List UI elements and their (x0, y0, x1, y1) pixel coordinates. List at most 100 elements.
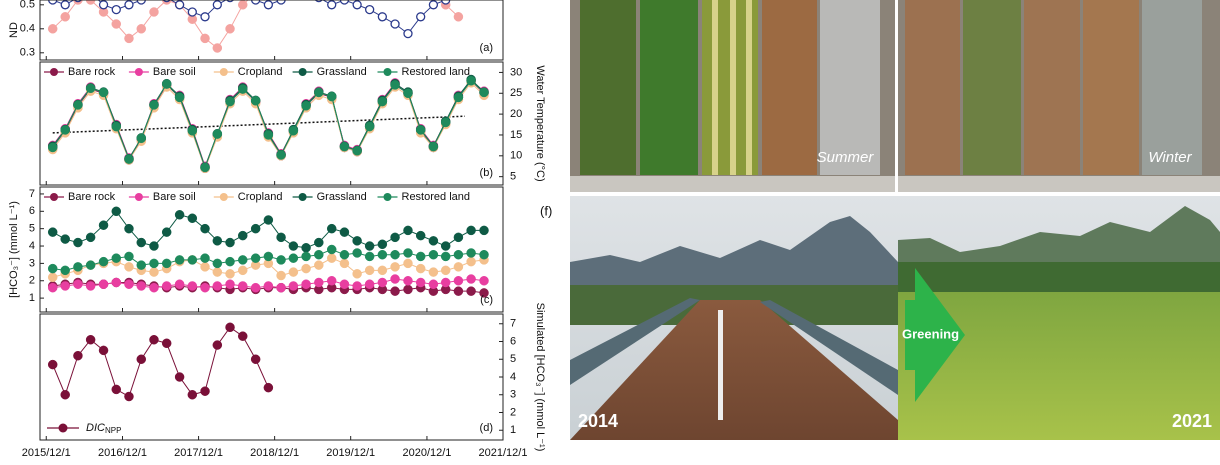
data-point (364, 251, 375, 262)
data-point (377, 96, 388, 107)
data-point (60, 12, 70, 22)
data-point (187, 389, 198, 400)
plot-frame (39, 0, 504, 61)
data-point (225, 269, 235, 279)
data-point (364, 121, 375, 132)
legend-subscript: NPP (105, 426, 121, 435)
plot-area (47, 206, 489, 298)
panel-label: (b) (480, 167, 493, 179)
y-tick-label: 6 (510, 335, 516, 347)
y-axis-label: [HCO₃⁻] (mmol L⁻¹) (8, 201, 20, 298)
data-point (200, 33, 210, 44)
x-tick-label: 2016/12/1 (98, 447, 147, 459)
data-point (466, 248, 476, 258)
data-point (174, 279, 185, 289)
data-point (237, 230, 248, 241)
data-point (288, 253, 299, 263)
data-point (187, 255, 198, 265)
data-point (187, 281, 198, 291)
photo-summer: Summer (570, 0, 895, 192)
data-point (149, 258, 159, 269)
greening-arrow: Greening (902, 268, 965, 402)
photo-winter: Winter (898, 0, 1220, 192)
data-point (136, 354, 147, 365)
data-point (251, 0, 261, 5)
data-point (390, 249, 400, 260)
data-point (161, 338, 172, 349)
y-tick-label: 25 (510, 87, 522, 99)
data-point (428, 279, 439, 289)
data-point (111, 277, 122, 288)
legend-marker (134, 193, 143, 201)
data-point (48, 0, 58, 5)
data-point (225, 24, 235, 34)
data-point (174, 255, 185, 265)
data-point (453, 286, 464, 296)
data-point (441, 0, 451, 5)
data-point (161, 281, 172, 291)
data-point (60, 125, 70, 135)
data-point (390, 286, 400, 296)
y-axis-label: Water Temperature (°C) (534, 65, 546, 181)
data-point (85, 281, 96, 291)
data-point (225, 237, 235, 248)
y-tick-label: 3 (29, 257, 35, 269)
data-point (314, 237, 324, 248)
data-point (288, 126, 299, 136)
data-point (136, 24, 147, 34)
data-point (250, 282, 261, 293)
legend-label: Cropland (238, 66, 283, 78)
data-point (212, 129, 223, 139)
data-point (47, 282, 58, 293)
data-point (124, 391, 134, 402)
data-point (124, 262, 134, 272)
y-axis-label: ND (8, 22, 20, 38)
data-point (111, 4, 121, 15)
data-point (111, 121, 122, 132)
year-label: 2021 (1172, 411, 1212, 431)
data-point (428, 249, 439, 260)
y-tick-label: 15 (510, 129, 522, 141)
data-point (174, 0, 185, 10)
data-point (111, 206, 122, 217)
legend-marker (383, 193, 392, 201)
data-point (301, 251, 311, 262)
data-point (187, 213, 198, 223)
legend-label: Grassland (317, 66, 367, 78)
legend-label: Bare soil (153, 191, 196, 203)
data-point (276, 255, 286, 265)
data-point (73, 100, 83, 110)
data-point (339, 279, 350, 289)
data-point (47, 24, 58, 34)
data-point (440, 251, 451, 262)
data-point (339, 258, 350, 269)
data-point (364, 4, 375, 15)
data-point (60, 389, 70, 400)
data-point (124, 223, 134, 234)
data-point (237, 255, 248, 265)
data-point (428, 0, 439, 10)
data-point (149, 334, 159, 345)
x-tick-label: 2018/12/1 (250, 447, 299, 459)
legend-label: Restored land (402, 66, 471, 78)
data-point (403, 276, 413, 286)
data-point (250, 354, 261, 365)
data-point (453, 92, 464, 103)
data-point (339, 249, 350, 260)
data-point (161, 258, 172, 269)
data-point (440, 117, 451, 128)
data-point (200, 282, 210, 293)
data-point (403, 28, 413, 39)
y-tick-label: 7 (29, 188, 35, 200)
data-point (85, 260, 96, 270)
data-point (200, 262, 210, 272)
data-point (149, 100, 159, 110)
data-point (47, 263, 58, 274)
data-point (326, 244, 337, 255)
data-point (60, 281, 70, 291)
data-point (47, 227, 58, 237)
data-point (390, 19, 400, 29)
y-tick-label: 2 (510, 406, 516, 418)
data-point (352, 281, 362, 291)
data-point (200, 223, 210, 234)
